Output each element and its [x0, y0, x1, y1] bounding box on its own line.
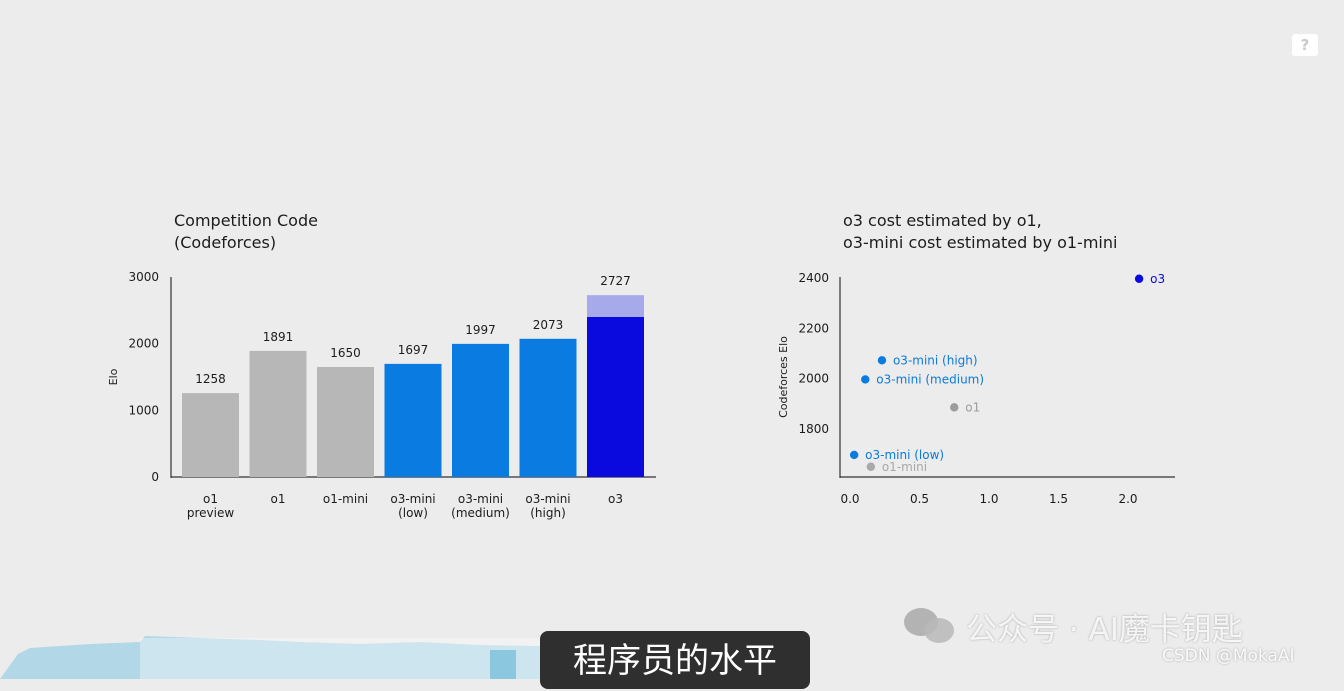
scatter-point-label: o1-mini — [882, 460, 927, 474]
bar-chart-title-line-2: (Codeforces) — [174, 233, 277, 252]
scatter-x-tick-label: 0.0 — [840, 492, 859, 506]
bar-category-label: o1 — [271, 492, 286, 506]
bar-category-label: o3-mini — [525, 492, 570, 506]
bar — [317, 367, 374, 477]
bar-value-label: 1891 — [263, 330, 294, 344]
wechat-icon — [904, 606, 956, 646]
bar-y-tick-label: 3000 — [128, 270, 159, 284]
scatter-y-tick-label: 2000 — [798, 372, 829, 386]
video-subtitle: 程序员的水平 — [540, 631, 810, 689]
scatter-point-label: o1 — [965, 400, 980, 414]
bar-y-tick-label: 2000 — [128, 337, 159, 351]
bar — [519, 338, 577, 477]
bar-y-axis-label: Elo — [107, 368, 120, 385]
bar-category-label: (medium) — [451, 506, 510, 520]
scatter-chart-title-line-1: o3 cost estimated by o1, — [843, 211, 1042, 230]
bar-value-label: 1997 — [465, 323, 496, 337]
bar-category-label: o3-mini — [458, 492, 503, 506]
bar — [249, 350, 307, 477]
bar-value-label: 1650 — [330, 346, 361, 360]
scatter-point — [950, 403, 959, 412]
bar-category-label: o1 — [203, 492, 218, 506]
bar-category-label: (low) — [398, 506, 428, 520]
scatter-point — [1134, 274, 1144, 283]
bar-category-label: (high) — [530, 506, 566, 520]
bar-value-label: 1258 — [195, 372, 226, 386]
bar-category-label: o3 — [608, 492, 623, 506]
bar-category-label: o1-mini — [323, 492, 368, 506]
bar-value-label: 2073 — [533, 318, 564, 332]
scatter-point-label: o3-mini (medium) — [876, 372, 984, 386]
bar-y-tick-label: 0 — [151, 470, 159, 484]
scatter-point-label: o3 — [1150, 272, 1165, 286]
bar-chart-title: Competition Code (Codeforces) — [174, 210, 318, 254]
scatter-point-label: o3-mini (high) — [893, 353, 978, 367]
bar — [452, 343, 509, 477]
video-progress-strip[interactable] — [0, 636, 540, 679]
scatter-y-axis-label: Codeforces Elo — [777, 336, 790, 418]
watermark-text: 公众号 · AI魔卡钥匙 — [966, 611, 1243, 648]
bar-y-tick-label: 1000 — [128, 403, 159, 417]
scatter-point-label: o3-mini (low) — [865, 448, 944, 462]
scatter-point — [861, 375, 870, 384]
bar-value-label: 1697 — [398, 343, 429, 357]
scatter-y-tick-label: 2200 — [798, 321, 829, 335]
bar — [384, 363, 442, 477]
waveform-icon — [0, 636, 540, 679]
bar — [587, 317, 644, 477]
scatter-y-tick-label: 2400 — [798, 271, 829, 285]
bar-chart-title-line-1: Competition Code — [174, 211, 318, 230]
scatter-point — [849, 450, 859, 460]
scatter-chart: 1800 2000 2200 2400 0.0 0.5 1.0 1.5 2.0 Codeforce… — [777, 271, 1175, 506]
scatter-x-tick-label: 1.5 — [1049, 492, 1068, 506]
bar-category-label: preview — [187, 506, 234, 520]
scatter-chart-title: o3 cost estimated by o1, o3-mini cost es… — [843, 210, 1117, 254]
scatter-point — [877, 356, 887, 365]
scatter-x-tick-label: 0.5 — [910, 492, 929, 506]
wechat-watermark: 公众号 · AI魔卡钥匙 — [904, 604, 1243, 648]
bar-category-label: o3-mini — [390, 492, 435, 506]
scatter-chart-title-line-2: o3-mini cost estimated by o1-mini — [843, 233, 1118, 252]
scatter-x-tick-label: 1.0 — [979, 492, 998, 506]
csdn-credit: CSDN @MokaAI — [1162, 646, 1295, 666]
scatter-point — [866, 462, 876, 471]
bar-value-label: 2727 — [600, 274, 631, 288]
scatter-x-tick-label: 2.0 — [1118, 492, 1137, 506]
help-icon[interactable]: ? — [1292, 34, 1318, 56]
scatter-y-tick-label: 1800 — [798, 422, 829, 436]
bar-stack-top — [587, 295, 644, 317]
bar — [182, 393, 239, 477]
